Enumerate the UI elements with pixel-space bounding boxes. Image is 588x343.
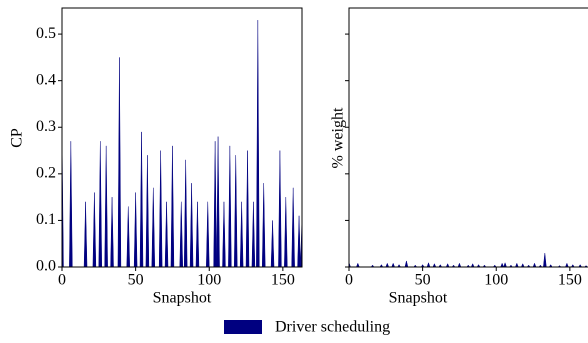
x-tick-label: 100 [197,272,221,289]
x-axis-label: Snapshot [389,290,448,307]
y-tick-label: 0.5 [36,25,56,42]
y-tick-label: 0.4 [36,71,56,88]
y-tick-label: 0.2 [36,165,56,182]
x-tick-label: 0 [58,272,66,289]
axes-frame [348,7,588,268]
legend-label: Driver scheduling [275,319,390,336]
area [61,20,303,268]
x-tick-label: 0 [345,272,353,289]
y-axis-label: CP [9,128,26,148]
area [348,252,588,268]
y-tick-label: 0.0 [36,258,56,275]
x-tick-label: 50 [415,272,431,289]
x-tick-label: 150 [558,272,582,289]
y-axis-label: % weight [330,107,347,168]
x-axis-label: Snapshot [153,290,212,307]
y-tick-label: 0.1 [36,211,56,228]
axes-frame [61,7,303,268]
x-tick-label: 150 [271,272,295,289]
y-tick-label: 0.3 [36,118,56,135]
x-tick-label: 50 [128,272,144,289]
x-tick-label: 100 [484,272,508,289]
legend-swatch [224,320,262,334]
